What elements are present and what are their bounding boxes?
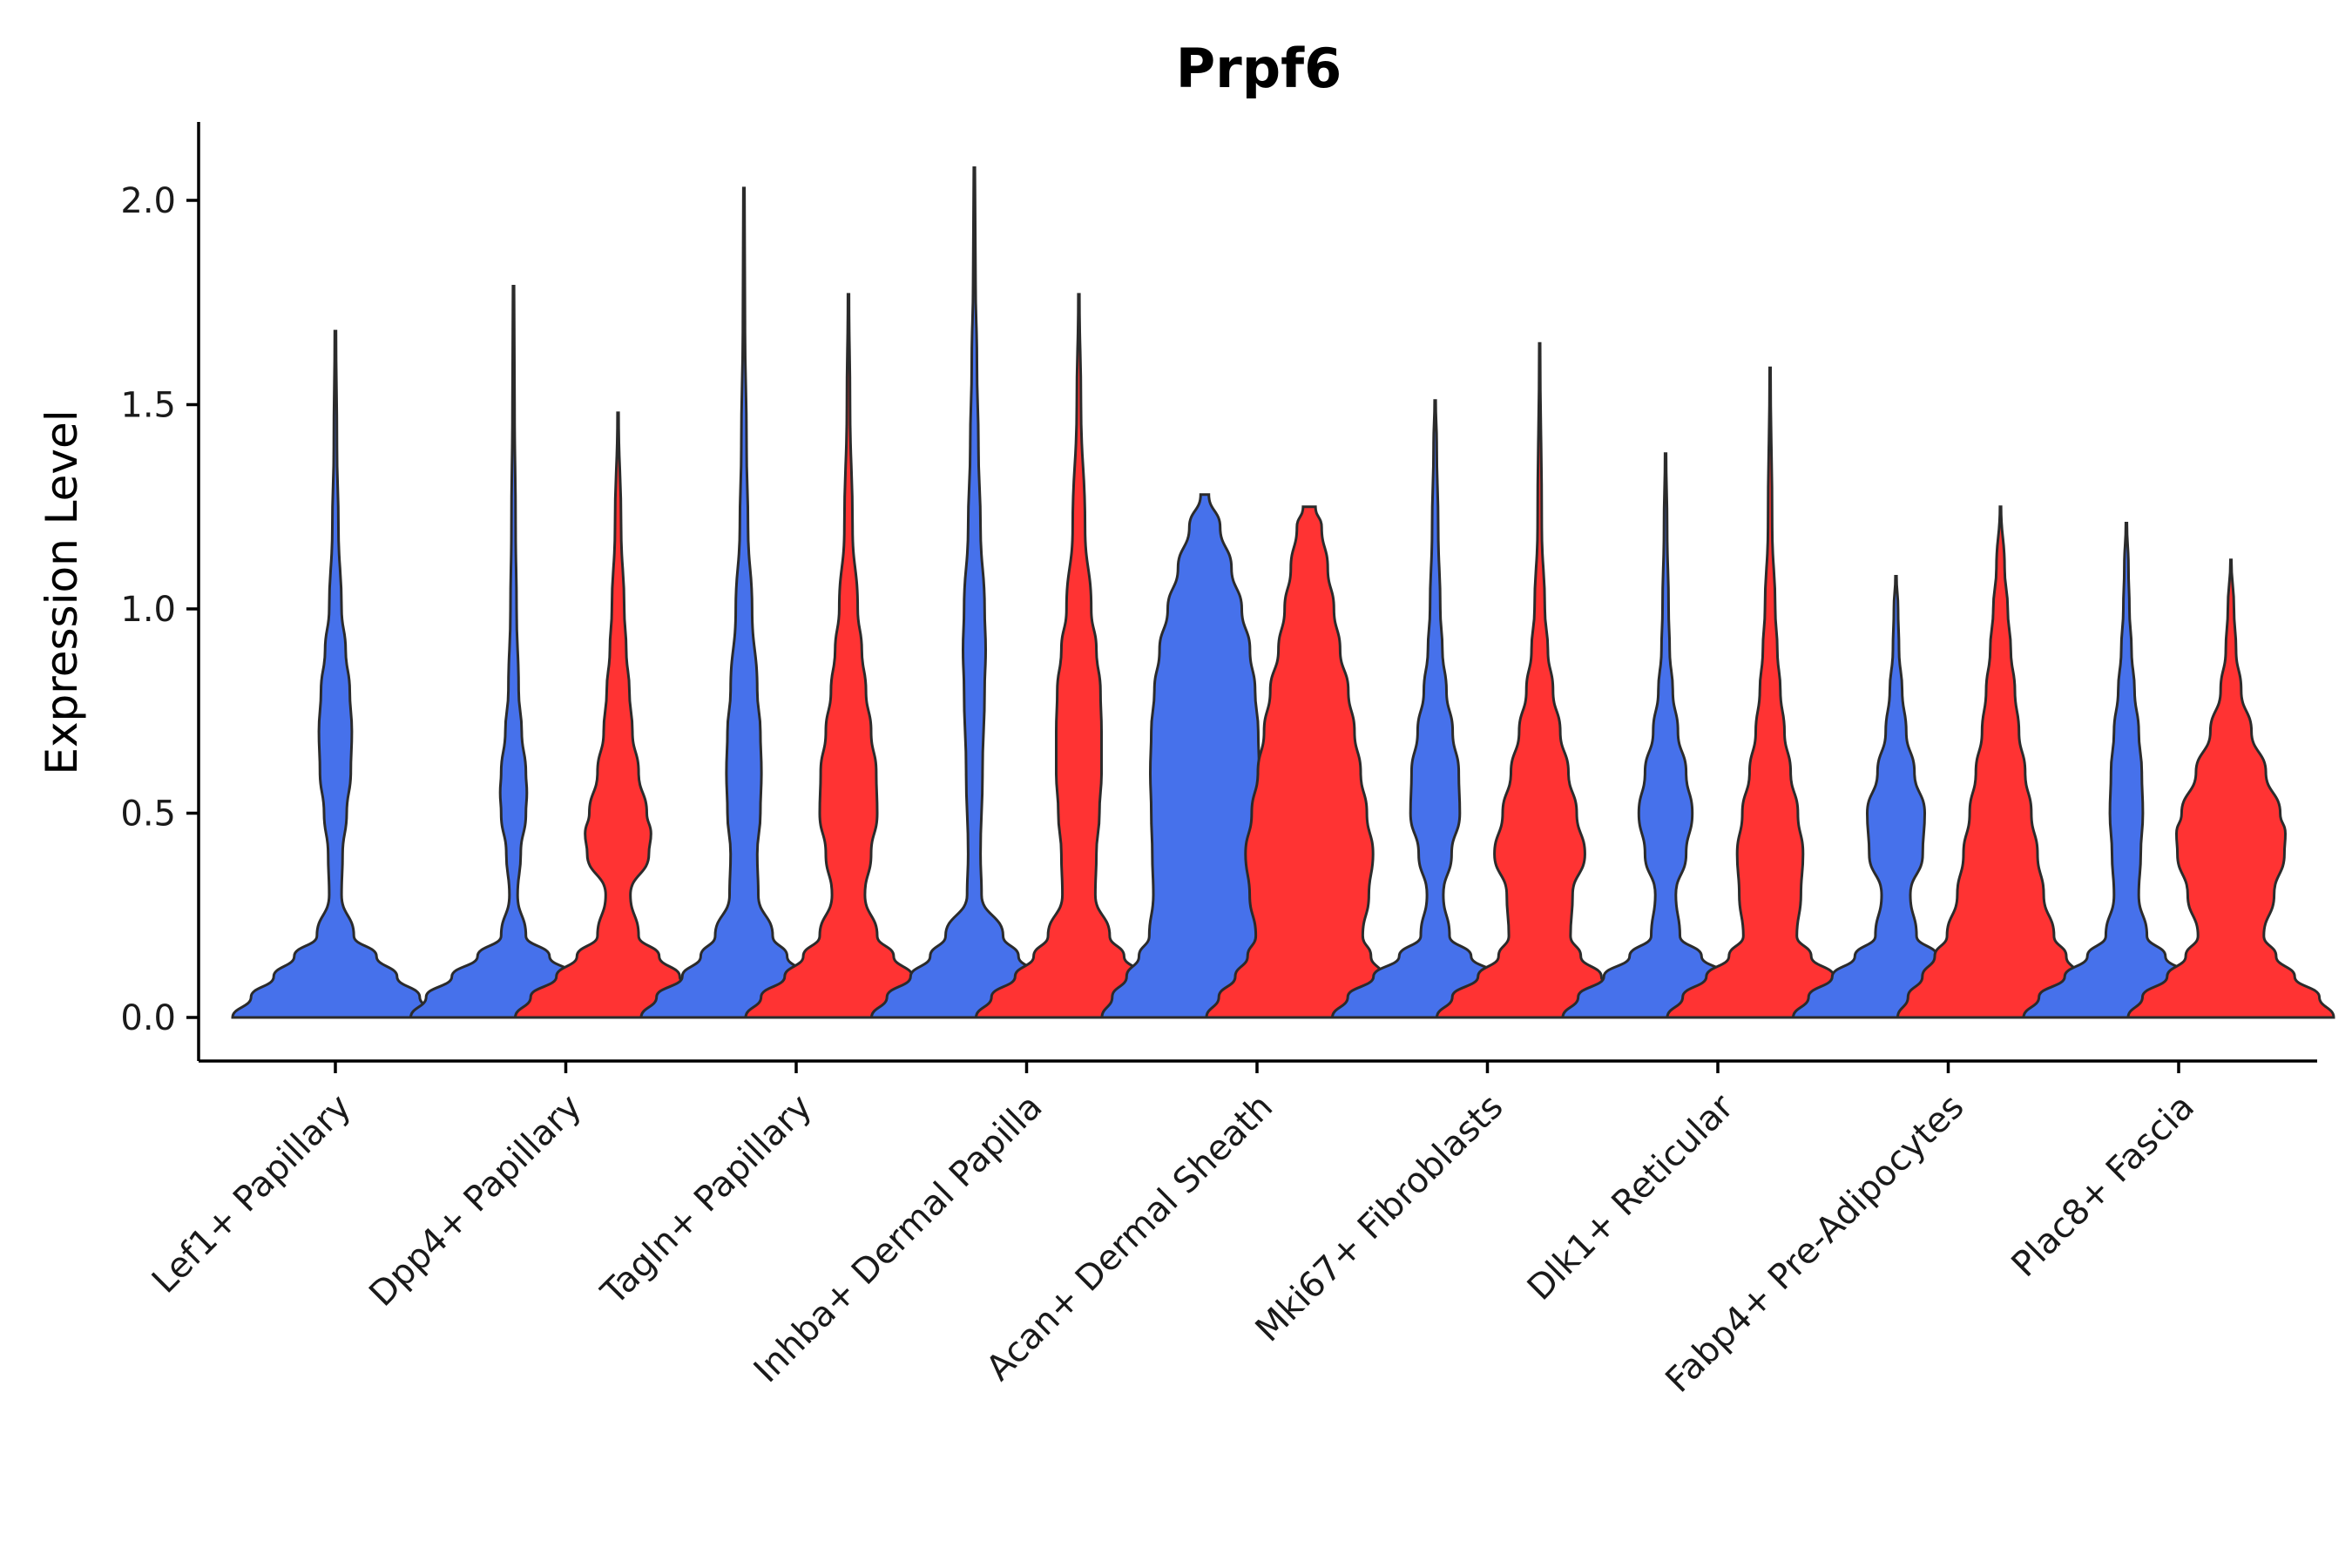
violin-group xyxy=(231,166,2335,1019)
y-tick-label: 1.0 xyxy=(120,590,176,630)
violin-1-dpp4-papillary xyxy=(409,285,618,1019)
violin-1-lef1-papillary xyxy=(231,329,440,1019)
violin-2-dpp4-papillary xyxy=(513,411,723,1019)
x-tick-label: Dpp4+ Papillary xyxy=(362,1087,589,1315)
violin-2-plac8-fascia xyxy=(2126,558,2335,1019)
chart-title: Prpf6 xyxy=(1176,37,1342,100)
x-tick-label: Plac8+ Fascia xyxy=(2004,1087,2203,1286)
violin-2-dlk1-reticular xyxy=(1666,366,1875,1019)
y-tick-label: 2.0 xyxy=(120,181,176,221)
violin-2-tagln-papillary xyxy=(744,293,953,1019)
violin-2-fabp4-pre-adipocytes xyxy=(1896,505,2105,1019)
violin-2-inhba-dermal-papilla xyxy=(974,293,1184,1019)
violin-1-fabp4-pre-adipocytes xyxy=(1791,575,2001,1019)
violin-1-mki67-fibroblasts xyxy=(1330,399,1540,1019)
violin-1-plac8-fascia xyxy=(2022,522,2231,1019)
x-tick-label: Mki67+ Fibroblasts xyxy=(1248,1087,1511,1350)
x-tick-label: Tagln+ Papillary xyxy=(593,1087,820,1314)
y-axis-title: Expression Level xyxy=(37,409,87,774)
violin-1-dlk1-reticular xyxy=(1561,452,1770,1019)
violin-1-inhba-dermal-papilla xyxy=(869,166,1079,1019)
x-tick-label: Dlk1+ Reticular xyxy=(1520,1086,1742,1308)
violin-2-acan-dermal-sheath xyxy=(1205,505,1414,1019)
x-tick-label: Lef1+ Papillary xyxy=(145,1087,359,1301)
y-tick-label: 0.5 xyxy=(120,794,176,835)
y-tick-label: 0.0 xyxy=(120,998,176,1038)
violin-1-tagln-papillary xyxy=(639,186,848,1019)
y-tick-label: 1.5 xyxy=(120,386,176,426)
violin-2-mki67-fibroblasts xyxy=(1435,341,1645,1019)
